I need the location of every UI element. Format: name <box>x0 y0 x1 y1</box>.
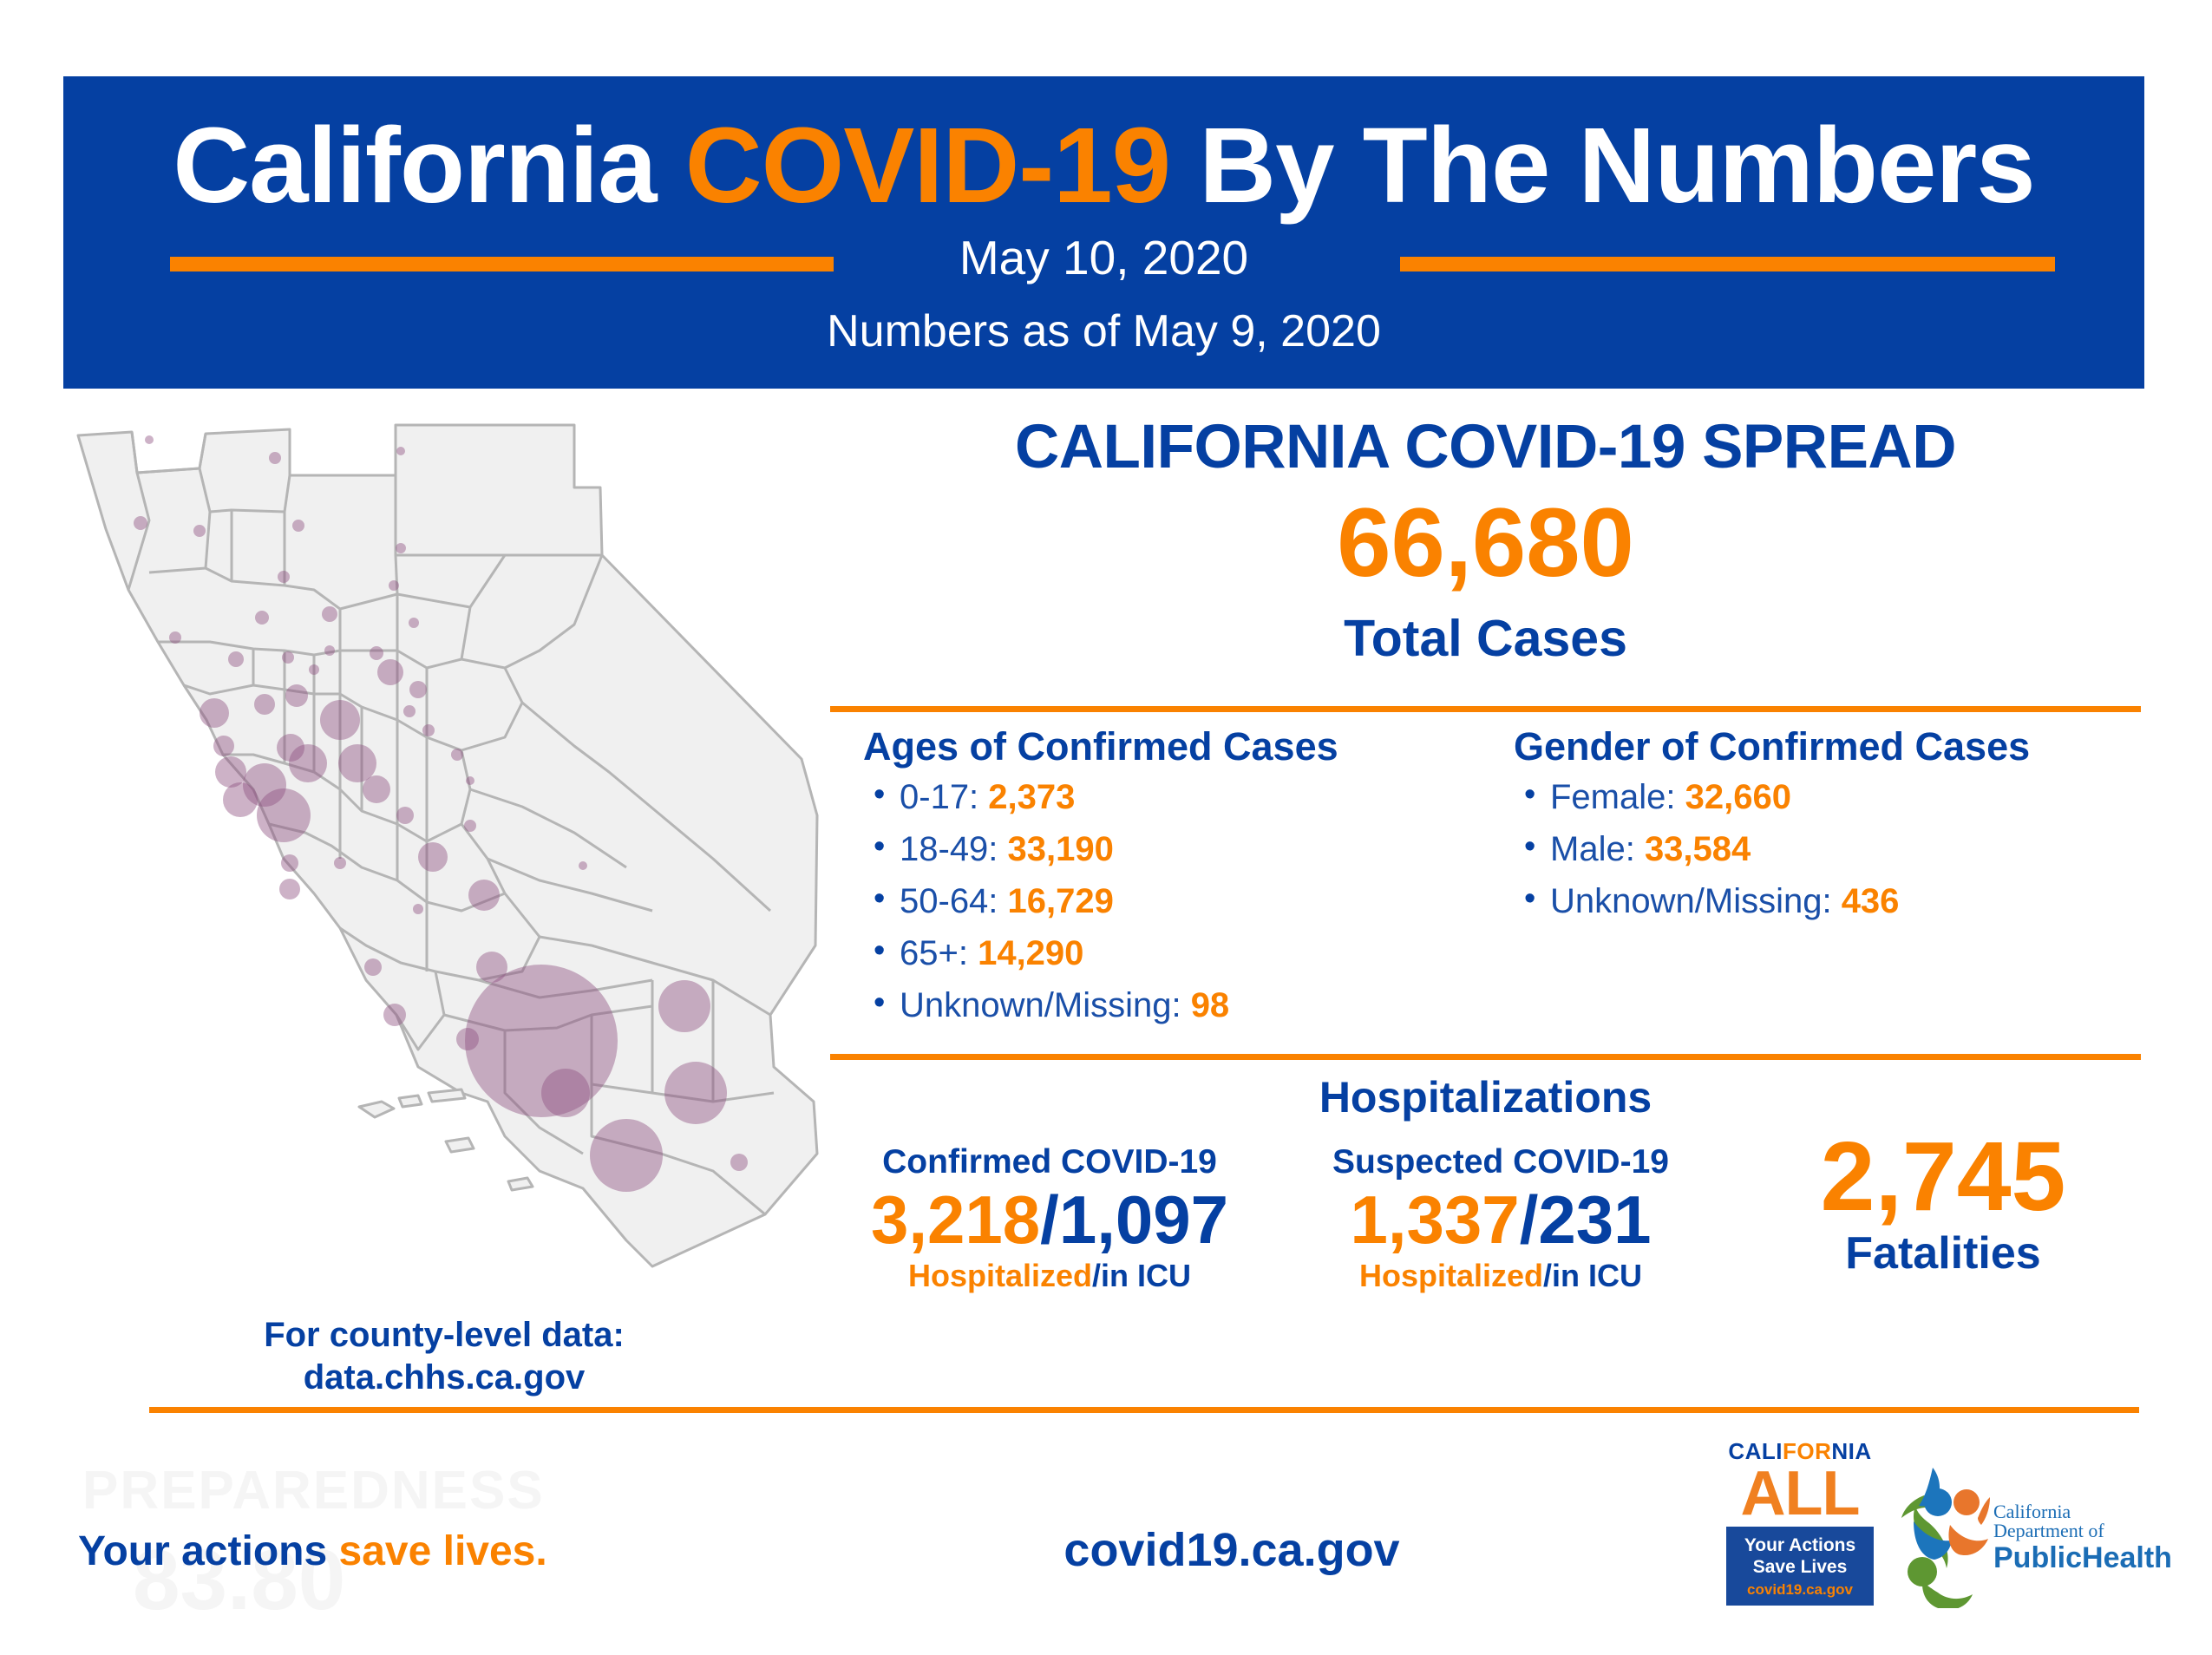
confirmed-separator: / <box>1040 1181 1059 1258</box>
title-part-2: By The Numbers <box>1170 107 2035 226</box>
footer-website-link[interactable]: covid19.ca.gov <box>1063 1524 1400 1576</box>
suspected-hospitalizations-block: Suspected COVID-19 1,337/231 Hospitalize… <box>1301 1145 1700 1292</box>
caall-tagline-url: covid19.ca.gov <box>1747 1580 1853 1598</box>
ages-list: 0-17: 2,373 18-49: 33,190 50-64: 16,729 … <box>863 778 1488 1024</box>
caall-cali: CALI <box>1728 1438 1783 1464</box>
list-item: 0-17: 2,373 <box>870 778 1488 816</box>
gender-label: Unknown/Missing: <box>1550 882 1842 920</box>
age-label: 65+: <box>900 934 978 972</box>
slogan-orange-part: save lives. <box>338 1528 547 1574</box>
confirmed-hospitalizations-block: Confirmed COVID-19 3,218/1,097 Hospitali… <box>833 1145 1266 1292</box>
caall-wordmark-all: ALL <box>1740 1459 1861 1528</box>
suspected-foot-hospitalized: Hospitalized <box>1358 1258 1543 1293</box>
age-value: 33,190 <box>1007 830 1114 868</box>
gender-value: 33,584 <box>1644 830 1751 868</box>
list-item: 50-64: 16,729 <box>870 882 1488 920</box>
title-covid: COVID-19 <box>684 107 1171 226</box>
suspected-foot-icu: in ICU <box>1552 1258 1643 1293</box>
age-value: 16,729 <box>1007 882 1114 920</box>
divider-above-hospitalizations <box>830 1054 2141 1060</box>
map-counties <box>76 423 819 1268</box>
fatalities-label: Fatalities <box>1845 1228 2041 1279</box>
caall-wordmark-top: CALIFORNIA <box>1726 1440 1874 1462</box>
suspected-hospitalized-value: 1,337 <box>1350 1181 1520 1258</box>
confirmed-values: 3,218/1,097 <box>833 1186 1266 1253</box>
ages-panel: Ages of Confirmed Cases 0-17: 2,373 18-4… <box>863 727 1488 1040</box>
cdph-line1: California Department of <box>1993 1501 2104 1541</box>
map-svg <box>76 423 819 1268</box>
report-date: May 10, 2020 <box>959 231 1249 285</box>
total-cases-label: Total Cases <box>1344 610 1627 667</box>
caall-tagline-box: Your Actions Save Lives covid19.ca.gov <box>1726 1527 1874 1606</box>
list-item: Unknown/Missing: 436 <box>1521 882 2156 920</box>
header-accent-bar-right <box>1400 257 2055 271</box>
suspected-foot-separator: / <box>1543 1258 1553 1293</box>
caall-for: FOR <box>1783 1438 1832 1464</box>
gender-heading: Gender of Confirmed Cases <box>1514 724 2031 769</box>
caall-tagline-line2: Save Lives <box>1752 1556 1848 1577</box>
gender-value: 32,660 <box>1685 778 1791 816</box>
footer-slogan: Your actions save lives. <box>78 1531 547 1573</box>
title-part-1: California <box>173 107 685 226</box>
age-label: Unknown/Missing: <box>900 986 1191 1024</box>
divider-above-footer <box>149 1407 2139 1413</box>
divider-above-demographics <box>830 706 2141 712</box>
ages-heading: Ages of Confirmed Cases <box>863 724 1338 769</box>
data-as-of: Numbers as of May 9, 2020 <box>827 306 1381 357</box>
cdph-wordmark: California Department of PublicHealth <box>1993 1501 2172 1574</box>
fatalities-value: 2,745 <box>1820 1122 2066 1231</box>
california-all-logo: CALIFORNIA ALL Your Actions Save Lives c… <box>1726 1440 1874 1606</box>
cdph-people-icon <box>1901 1468 1990 1608</box>
suspected-footnote: Hospitalized/in ICU <box>1301 1260 1700 1292</box>
map-case-bubbles <box>134 435 748 1192</box>
list-item: Female: 32,660 <box>1521 778 2156 816</box>
slogan-blue-part: Your actions <box>78 1528 339 1574</box>
watermark-line1: PREPAREDNESS <box>82 1461 545 1521</box>
confirmed-foot-separator: / <box>1092 1258 1102 1293</box>
age-value: 2,373 <box>988 778 1076 816</box>
header-rule-row <box>63 241 2144 311</box>
fatalities-block: 2,745 Fatalities <box>1744 1122 2143 1279</box>
cdph-line2: PublicHealth <box>1993 1541 2172 1574</box>
list-item: Unknown/Missing: 98 <box>870 986 1488 1024</box>
county-data-note-line1: For county-level data: <box>264 1316 625 1354</box>
suspected-icu-value: 231 <box>1538 1181 1652 1258</box>
list-item: Male: 33,584 <box>1521 830 2156 868</box>
county-data-note: For county-level data: data.chhs.ca.gov <box>54 1314 834 1399</box>
california-county-bubble-map <box>54 408 834 1292</box>
age-label: 0-17: <box>900 778 989 816</box>
caall-tagline-line1: Your Actions <box>1744 1535 1856 1556</box>
list-item: 18-49: 33,190 <box>870 830 1488 868</box>
age-label: 50-64: <box>900 882 1008 920</box>
confirmed-icu-value: 1,097 <box>1058 1181 1229 1258</box>
confirmed-foot-hospitalized: Hospitalized <box>907 1258 1092 1293</box>
cdph-logo: California Department of PublicHealth <box>1900 1457 2172 1622</box>
gender-value: 436 <box>1841 882 1900 920</box>
spread-section-title: CALIFORNIA COVID-19 SPREAD <box>1015 413 1956 481</box>
suspected-values: 1,337/231 <box>1301 1186 1700 1253</box>
gender-label: Male: <box>1550 830 1645 868</box>
header-accent-bar-left <box>170 257 834 271</box>
county-data-link[interactable]: data.chhs.ca.gov <box>303 1357 586 1397</box>
confirmed-footnote: Hospitalized/in ICU <box>833 1260 1266 1292</box>
confirmed-foot-icu: in ICU <box>1101 1258 1192 1293</box>
age-label: 18-49: <box>900 830 1008 868</box>
confirmed-heading: Confirmed COVID-19 <box>882 1143 1217 1181</box>
age-value: 14,290 <box>978 934 1084 972</box>
gender-label: Female: <box>1550 778 1685 816</box>
age-value: 98 <box>1190 986 1230 1024</box>
caall-nia: NIA <box>1831 1438 1872 1464</box>
header-banner: California COVID-19 By The Numbers May 1… <box>63 76 2144 389</box>
suspected-heading: Suspected COVID-19 <box>1332 1143 1669 1181</box>
page-title: California COVID-19 By The Numbers <box>63 113 2144 219</box>
confirmed-hospitalized-value: 3,218 <box>870 1181 1041 1258</box>
gender-panel: Gender of Confirmed Cases Female: 32,660… <box>1514 727 2156 936</box>
gender-list: Female: 32,660 Male: 33,584 Unknown/Miss… <box>1514 778 2156 920</box>
total-cases-value: 66,680 <box>1337 488 1634 597</box>
hospitalizations-heading: Hospitalizations <box>1319 1073 1652 1122</box>
suspected-separator: / <box>1519 1181 1539 1258</box>
list-item: 65+: 14,290 <box>870 934 1488 972</box>
